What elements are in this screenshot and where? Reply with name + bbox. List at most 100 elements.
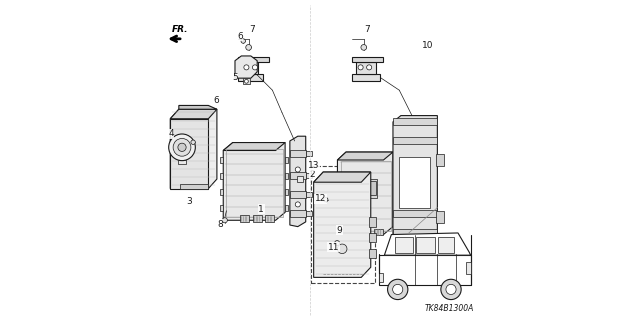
Circle shape	[173, 139, 191, 156]
Circle shape	[393, 284, 403, 294]
Bar	[334, 172, 337, 178]
Bar	[352, 179, 377, 198]
Bar	[393, 137, 437, 144]
Polygon shape	[314, 172, 371, 182]
Bar	[379, 273, 383, 282]
Bar	[334, 188, 337, 193]
Circle shape	[246, 44, 252, 50]
Bar	[311, 166, 374, 283]
Text: 4: 4	[168, 130, 173, 139]
Polygon shape	[170, 109, 217, 188]
Polygon shape	[393, 116, 437, 246]
Bar	[353, 181, 376, 195]
Bar	[466, 261, 471, 274]
Bar	[393, 172, 396, 178]
Text: 6: 6	[237, 32, 243, 41]
Circle shape	[191, 140, 195, 144]
Circle shape	[367, 65, 372, 70]
Bar	[220, 173, 223, 179]
Bar	[361, 228, 370, 236]
Circle shape	[388, 279, 408, 300]
Polygon shape	[235, 56, 257, 78]
Bar	[243, 77, 250, 84]
Polygon shape	[290, 136, 306, 227]
Bar	[369, 217, 376, 227]
Circle shape	[323, 197, 328, 202]
Bar	[393, 204, 396, 209]
Bar	[220, 189, 223, 195]
Bar	[436, 211, 444, 223]
Polygon shape	[337, 152, 393, 235]
Circle shape	[335, 241, 340, 246]
Bar	[266, 215, 275, 222]
Polygon shape	[180, 184, 209, 188]
Polygon shape	[223, 142, 285, 150]
Text: FR.: FR.	[172, 25, 189, 34]
Text: 13: 13	[308, 161, 319, 170]
Circle shape	[169, 134, 195, 161]
Text: 5: 5	[232, 73, 238, 82]
Polygon shape	[223, 142, 285, 220]
Circle shape	[358, 65, 363, 70]
Polygon shape	[243, 62, 258, 74]
Bar	[349, 228, 357, 236]
Bar	[306, 173, 312, 178]
Bar	[438, 237, 454, 252]
Bar	[297, 176, 303, 182]
Polygon shape	[337, 152, 393, 160]
Bar	[393, 229, 437, 236]
Circle shape	[252, 65, 257, 70]
Polygon shape	[170, 109, 217, 119]
Text: 12: 12	[315, 194, 326, 203]
Bar	[285, 189, 288, 195]
Text: 7: 7	[364, 25, 370, 35]
Bar	[340, 161, 391, 231]
Bar	[416, 237, 435, 252]
Bar	[227, 149, 283, 217]
Polygon shape	[237, 57, 269, 62]
Circle shape	[441, 279, 461, 300]
Polygon shape	[379, 255, 470, 285]
Bar	[374, 228, 383, 236]
Circle shape	[446, 284, 456, 294]
Text: TK84B1300A: TK84B1300A	[424, 304, 474, 313]
Polygon shape	[356, 62, 376, 74]
Circle shape	[295, 167, 300, 172]
Bar	[393, 210, 437, 217]
Bar	[369, 233, 376, 243]
Text: 3: 3	[186, 197, 192, 206]
Bar	[306, 211, 312, 216]
Circle shape	[337, 244, 347, 253]
Bar	[306, 192, 312, 197]
Text: 6: 6	[213, 97, 219, 106]
Polygon shape	[314, 172, 371, 277]
Circle shape	[222, 218, 227, 223]
Text: 9: 9	[337, 226, 342, 235]
Polygon shape	[352, 57, 383, 62]
Bar	[220, 157, 223, 163]
Bar	[285, 157, 288, 163]
Bar	[334, 219, 337, 225]
Bar	[177, 160, 186, 164]
Bar	[285, 173, 288, 179]
Bar	[369, 249, 376, 258]
Polygon shape	[290, 172, 306, 179]
Text: 1: 1	[259, 205, 264, 214]
Bar	[393, 118, 437, 125]
Polygon shape	[385, 233, 470, 255]
Text: 2: 2	[310, 170, 315, 179]
Text: 11: 11	[328, 243, 339, 252]
Polygon shape	[352, 74, 380, 81]
Bar	[436, 154, 444, 166]
Bar	[253, 215, 262, 222]
Polygon shape	[170, 119, 209, 188]
Bar	[334, 204, 337, 209]
Circle shape	[295, 202, 300, 207]
Text: 7: 7	[249, 25, 255, 35]
Bar	[240, 215, 249, 222]
Polygon shape	[290, 191, 306, 198]
Bar	[306, 151, 312, 156]
Polygon shape	[179, 105, 217, 109]
Circle shape	[241, 39, 246, 43]
Circle shape	[244, 79, 248, 83]
